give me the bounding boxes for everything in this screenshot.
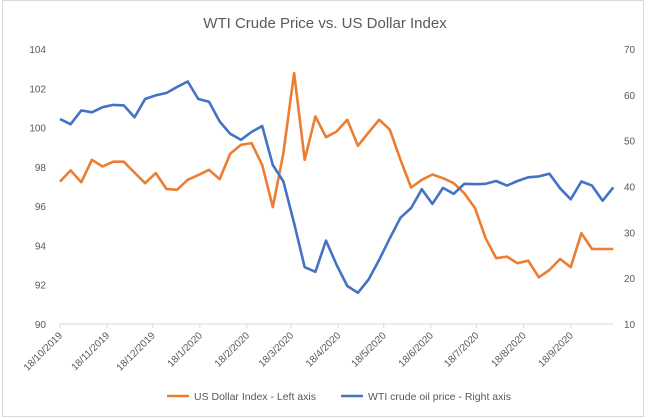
x-tick-label: 18/5/2020: [350, 330, 390, 370]
x-tick-label: 18/4/2020: [304, 330, 344, 370]
chart-title: WTI Crude Price vs. US Dollar Index: [203, 15, 447, 32]
right-y-tick-label: 50: [624, 137, 636, 148]
x-tick-label: 18/9/2020: [537, 330, 577, 370]
right-y-tick-label: 40: [624, 183, 636, 194]
left-y-tick-label: 102: [29, 84, 46, 95]
left-y-tick-label: 92: [35, 281, 47, 292]
left-y-tick-label: 94: [35, 241, 47, 252]
legend-label: US Dollar Index - Left axis: [194, 391, 316, 403]
x-tick-label: 18/6/2020: [397, 330, 437, 370]
right-y-tick-label: 60: [624, 91, 636, 102]
x-tick-label: 18/1/2020: [166, 330, 206, 370]
x-tick-label: 18/12/2019: [115, 330, 158, 373]
right-y-tick-label: 30: [624, 228, 636, 239]
left-y-tick-label: 90: [35, 320, 47, 331]
x-tick-label: 18/8/2020: [489, 330, 529, 370]
series-line-us-dollar-index: [59, 71, 614, 279]
series-line-wti-crude-oil: [59, 80, 615, 295]
x-tick-label: 18/2/2020: [213, 330, 253, 370]
right-y-tick-label: 70: [624, 45, 636, 56]
left-y-tick-label: 96: [35, 202, 47, 213]
right-y-tick-label: 20: [624, 274, 636, 285]
x-tick-label: 18/7/2020: [442, 330, 482, 370]
left-y-tick-label: 104: [29, 45, 46, 56]
left-y-tick-label: 98: [35, 163, 47, 174]
left-y-tick-label: 100: [29, 124, 46, 135]
legend-label: WTI crude oil price - Right axis: [368, 391, 511, 403]
x-tick-label: 18/11/2019: [70, 330, 113, 373]
x-tick-label: 18/10/2019: [22, 330, 65, 373]
right-y-tick-label: 10: [624, 320, 636, 331]
x-tick-label: 18/3/2020: [257, 330, 297, 370]
